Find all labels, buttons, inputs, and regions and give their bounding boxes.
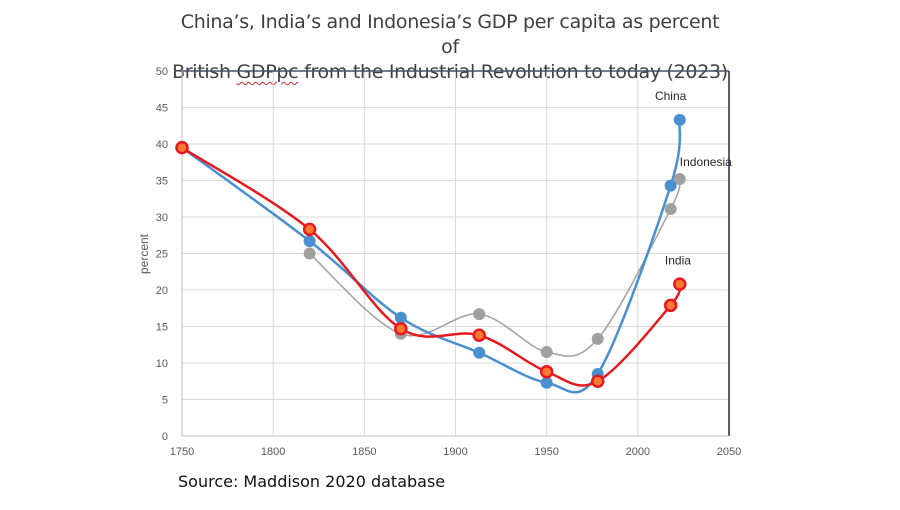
india-point: [539, 365, 554, 379]
y-axis-label: percent: [137, 233, 151, 274]
india-label: India: [665, 253, 691, 267]
china-point: [303, 235, 316, 248]
china-point: [394, 311, 407, 324]
india-point: [663, 298, 678, 313]
spellcheck-underlined-word: GDPpc: [236, 61, 299, 83]
y-tick-labels: 0 5 10 15 20 25 30 35 40 45 50: [156, 66, 168, 443]
y-tick-label: 25: [156, 249, 168, 261]
india-point: [590, 374, 605, 388]
indonesia-point: [673, 173, 686, 186]
india-point: [175, 140, 189, 155]
x-tick-label: 2050: [717, 446, 741, 458]
chart-title-line-2: British GDPpc from the Industrial Revolu…: [170, 60, 730, 85]
chart-title: China’s, India’s and Indonesia’s GDP per…: [170, 10, 730, 85]
china-point: [473, 346, 486, 359]
india-point: [472, 328, 486, 343]
indonesia-point: [540, 346, 553, 359]
y-tick-label: 5: [162, 395, 168, 407]
china-point: [664, 179, 677, 192]
x-tick-label: 2000: [626, 446, 650, 458]
x-tick-labels: 1750 1800 1850 1900 1950 2000 2050: [170, 446, 741, 458]
y-tick-label: 35: [156, 176, 168, 188]
x-tick-label: 1850: [352, 446, 376, 458]
y-tick-label: 15: [156, 322, 168, 334]
indonesia-point: [303, 247, 316, 260]
title-text: from the Industrial Revolution to today …: [298, 61, 728, 83]
x-tick-label: 1900: [443, 446, 467, 458]
series-points: [175, 113, 687, 389]
chart-title-line-1: China’s, India’s and Indonesia’s GDP per…: [180, 11, 720, 58]
indonesia-line: [309, 178, 681, 357]
china-point: [540, 376, 553, 389]
y-tick-label: 45: [156, 103, 168, 115]
gridlines: [182, 71, 729, 436]
y-tick-label: 10: [156, 358, 168, 370]
series-labels: China Indonesia India: [655, 89, 732, 267]
china-line: [181, 119, 682, 394]
x-tick-label: 1950: [534, 446, 558, 458]
source-note: Source: Maddison 2020 database: [178, 472, 446, 491]
y-tick-label: 20: [156, 285, 168, 297]
indonesia-point: [473, 308, 486, 321]
indonesia-point: [664, 202, 677, 215]
y-tick-label: 40: [156, 139, 168, 151]
y-tick-label: 0: [162, 431, 168, 443]
indonesia-point: [591, 332, 604, 345]
title-text: British: [172, 61, 237, 83]
x-tick-label: 1800: [261, 446, 285, 458]
india-point: [302, 222, 317, 237]
y-tick-label: 50: [156, 66, 168, 78]
axes: [181, 70, 730, 437]
india-point: [394, 321, 408, 336]
x-tick-label: 1750: [170, 446, 194, 458]
china-point: [673, 113, 686, 126]
china-label: China: [655, 89, 687, 103]
india-line: [181, 146, 682, 387]
y-tick-label: 30: [156, 212, 168, 224]
series-lines: [181, 119, 682, 394]
india-point: [673, 277, 687, 291]
indonesia-label: Indonesia: [680, 155, 732, 169]
